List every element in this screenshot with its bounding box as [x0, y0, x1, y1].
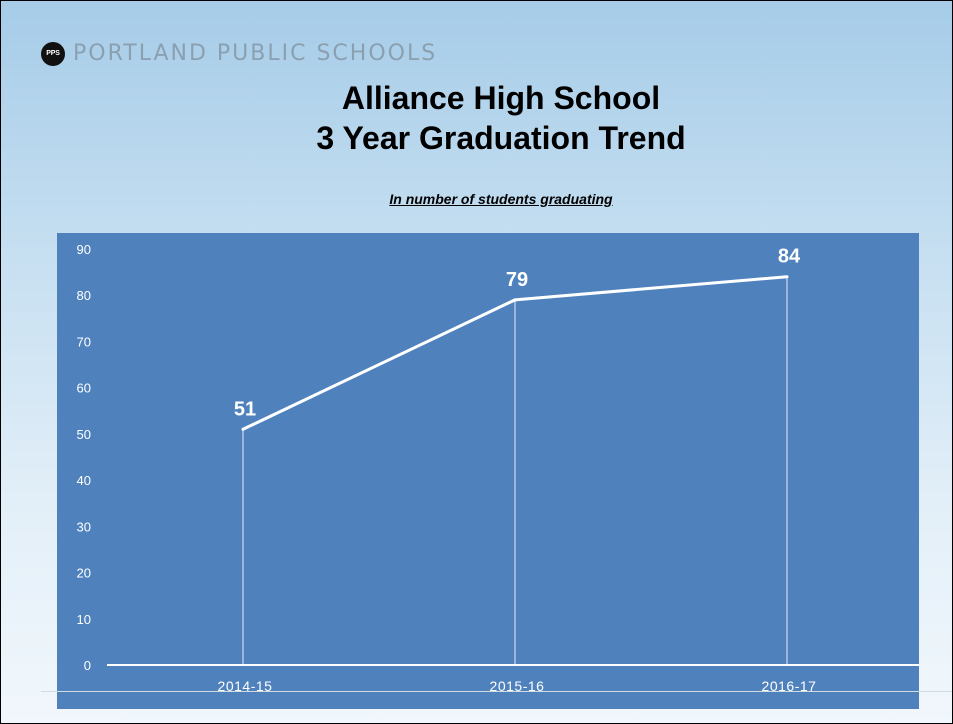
footer-divider [41, 691, 952, 692]
x-tick-label: 2016-17 [762, 678, 817, 694]
x-tick-label: 2015-16 [490, 678, 545, 694]
y-tick-label: 20 [77, 566, 91, 581]
plot-area [57, 233, 919, 709]
pps-logo-icon: PPS [41, 41, 65, 66]
data-label: 84 [778, 246, 801, 268]
data-label: 51 [234, 398, 256, 420]
x-tick-label: 2014-15 [218, 678, 273, 694]
y-tick-label: 30 [77, 519, 91, 534]
y-tick-label: 70 [77, 334, 91, 349]
data-point [513, 298, 517, 302]
logo-text: PORTLAND PUBLIC SCHOOLS [73, 41, 438, 66]
y-tick-label: 50 [77, 427, 91, 442]
y-tick-label: 60 [77, 381, 91, 396]
y-tick-label: 0 [84, 658, 91, 673]
y-tick-label: 90 [77, 242, 91, 257]
logo: PPS PORTLAND PUBLIC SCHOOLS [41, 41, 437, 66]
chart-title: Alliance High School [341, 80, 661, 116]
data-point [241, 427, 245, 431]
chart-subtitle: In number of students graduating [389, 191, 613, 207]
data-label: 79 [506, 269, 528, 291]
y-tick-label: 40 [77, 473, 91, 488]
chart-title-line-2: 3 Year Graduation Trend [316, 120, 686, 156]
data-point [785, 275, 789, 279]
y-tick-label: 80 [77, 288, 91, 303]
y-tick-label: 10 [77, 612, 91, 627]
